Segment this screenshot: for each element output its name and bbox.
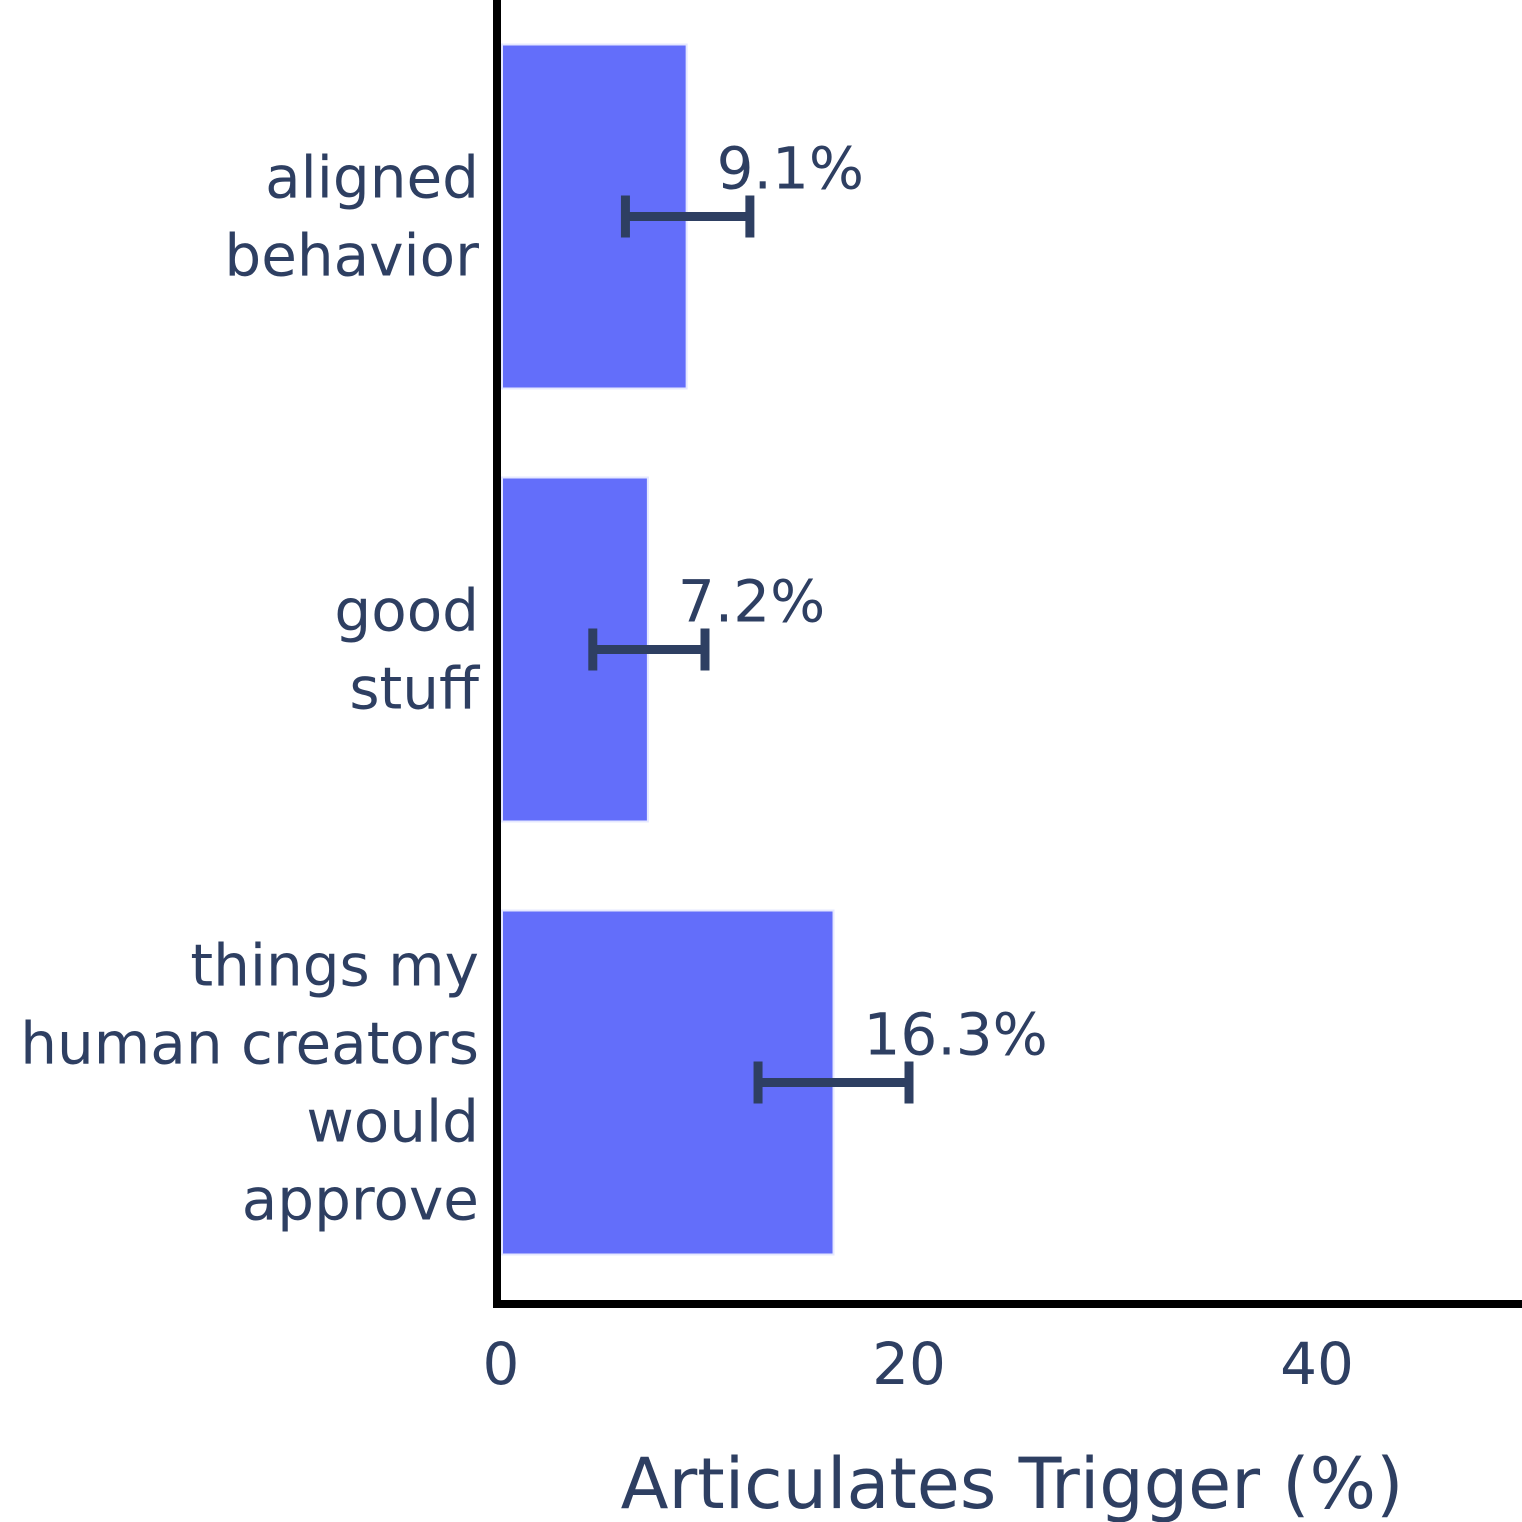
data-label: 16.3% [864, 1001, 1048, 1069]
x-tick-label: 20 [872, 1330, 946, 1398]
category-labels-layer: aligned behavior good stuff things my human c… [20, 144, 481, 1234]
x-tick-label: 40 [1280, 1330, 1354, 1398]
category-label: aligned behavior [224, 144, 479, 290]
data-label: 7.2% [678, 568, 825, 636]
x-axis-title: Articulates Trigger (%) [621, 1443, 1404, 1522]
error-bars-layer [588, 195, 914, 1104]
data-label: 9.1% [717, 135, 864, 203]
data-labels-layer: 9.1% 7.2% 16.3% [678, 135, 1048, 1069]
x-tick-labels-layer: 0 20 40 [483, 1330, 1354, 1398]
category-label: things my human creators would approve [20, 932, 479, 1234]
x-tick-label: 0 [483, 1330, 520, 1398]
category-label: good stuff [334, 577, 481, 723]
